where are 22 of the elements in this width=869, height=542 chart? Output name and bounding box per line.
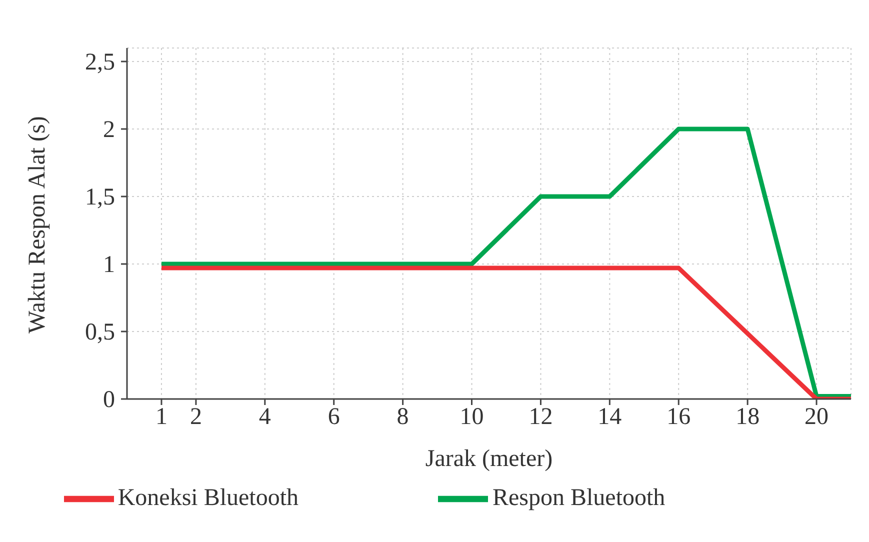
x-tick-label: 12 bbox=[528, 404, 553, 430]
y-tick-label: 1 bbox=[103, 252, 115, 278]
y-tick-label: 2 bbox=[103, 117, 115, 143]
y-tick-label: 2,5 bbox=[85, 50, 115, 76]
y-tick-label: 0 bbox=[103, 387, 115, 413]
x-tick-label: 4 bbox=[258, 404, 271, 430]
line-series bbox=[159, 126, 851, 399]
x-tick-label: 8 bbox=[396, 404, 409, 430]
x-tick-label: 2 bbox=[190, 404, 202, 430]
y-axis-title: Waktu Respon Alat (s) bbox=[24, 116, 51, 334]
x-axis-title: Jarak (meter) bbox=[425, 446, 553, 472]
y-tick-label: 1,5 bbox=[85, 184, 115, 210]
x-tick-label: 20 bbox=[804, 404, 829, 430]
x-tick-label: 6 bbox=[328, 404, 340, 430]
legend-label: Respon Bluetooth bbox=[492, 484, 666, 511]
x-tick-label: 1 bbox=[155, 404, 168, 430]
x-tick-label: 18 bbox=[736, 404, 760, 430]
x-tick-label: 10 bbox=[460, 404, 484, 430]
y-tick-label: 0,5 bbox=[85, 320, 115, 346]
x-tick-label: 16 bbox=[666, 404, 691, 430]
x-tick-label: 14 bbox=[598, 404, 622, 430]
legend-label: Koneksi Bluetooth bbox=[118, 484, 298, 511]
